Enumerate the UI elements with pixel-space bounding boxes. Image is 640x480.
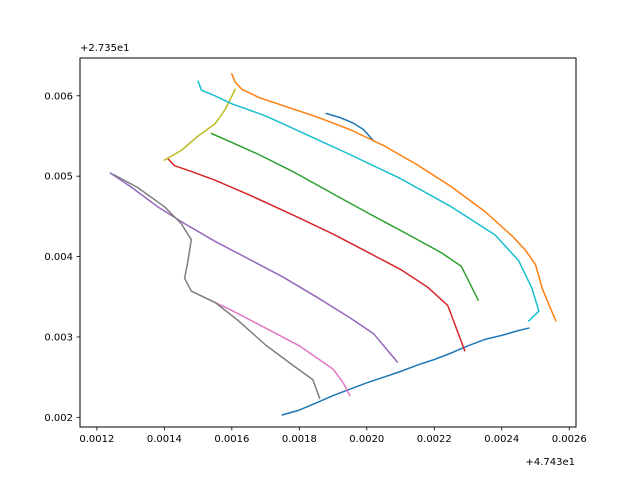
x-tick-label: 0.0012 (79, 434, 114, 445)
x-tick-label: 0.0018 (282, 434, 317, 445)
y-tick-label: 0.006 (44, 91, 73, 102)
series-line-10 (197, 80, 540, 322)
series-line-9 (163, 88, 237, 162)
x-offset-label: +4.743e1 (525, 457, 575, 468)
series-line-3 (230, 73, 557, 322)
series-line-6 (109, 171, 399, 363)
y-tick-label: 0.003 (44, 332, 73, 343)
x-tick-label: 0.0020 (349, 434, 384, 445)
series-line-1 (281, 327, 530, 416)
series-line-2 (325, 112, 375, 142)
series-line-7 (197, 293, 351, 397)
x-axis-ticks: 0.0012 0.0014 0.0016 0.0018 0.0020 0.0022 0.00… (79, 427, 587, 445)
x-tick-label: 0.0014 (147, 434, 182, 445)
series-layer (109, 73, 557, 416)
x-tick-label: 0.0016 (214, 434, 249, 445)
y-offset-label: +2.735e1 (80, 43, 130, 54)
series-line-5 (166, 157, 466, 352)
series-line-8 (112, 173, 321, 400)
x-tick-label: 0.0024 (484, 434, 519, 445)
y-tick-label: 0.002 (44, 413, 73, 424)
x-tick-label: 0.0026 (552, 434, 587, 445)
y-axis-ticks: 0.002 0.003 0.004 0.005 0.006 (44, 91, 80, 424)
x-tick-label: 0.0022 (417, 434, 452, 445)
series-line-4 (210, 132, 480, 302)
y-tick-label: 0.005 (44, 172, 73, 183)
plot-frame (79, 57, 577, 428)
y-tick-label: 0.004 (44, 252, 73, 263)
